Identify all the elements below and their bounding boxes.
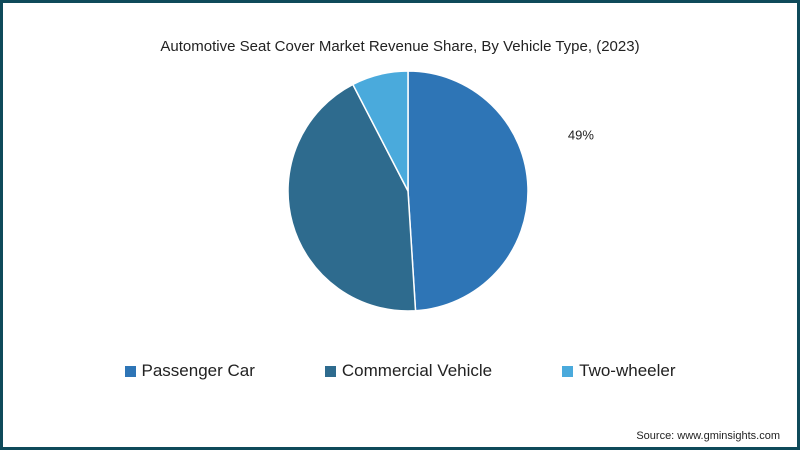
data-label: 49% xyxy=(568,127,594,142)
legend-item-two-wheeler: Two-wheeler xyxy=(562,361,676,381)
source-note: Source: www.gminsights.com xyxy=(636,430,780,442)
pie-slice-two-wheeler xyxy=(351,70,409,192)
legend-item-commercial-vehicle: Commercial Vehicle xyxy=(324,361,493,381)
legend-label: Passenger Car xyxy=(141,361,255,380)
pie-chart: 49% xyxy=(287,70,594,312)
chart-title: Automotive Seat Cover Market Revenue Sha… xyxy=(160,38,640,55)
legend-swatch xyxy=(324,365,336,377)
legend-item-passenger-car: Passenger Car xyxy=(124,361,255,381)
pie-slice-commercial-vehicle xyxy=(287,83,417,312)
legend-swatch xyxy=(562,365,574,377)
legend-swatch xyxy=(124,365,136,377)
legend: Passenger Car Commercial Vehicle Two-whe… xyxy=(3,361,797,381)
legend-label: Commercial Vehicle xyxy=(341,361,493,380)
legend-label: Two-wheeler xyxy=(579,361,676,380)
pie-slice-passenger-car xyxy=(407,70,529,312)
